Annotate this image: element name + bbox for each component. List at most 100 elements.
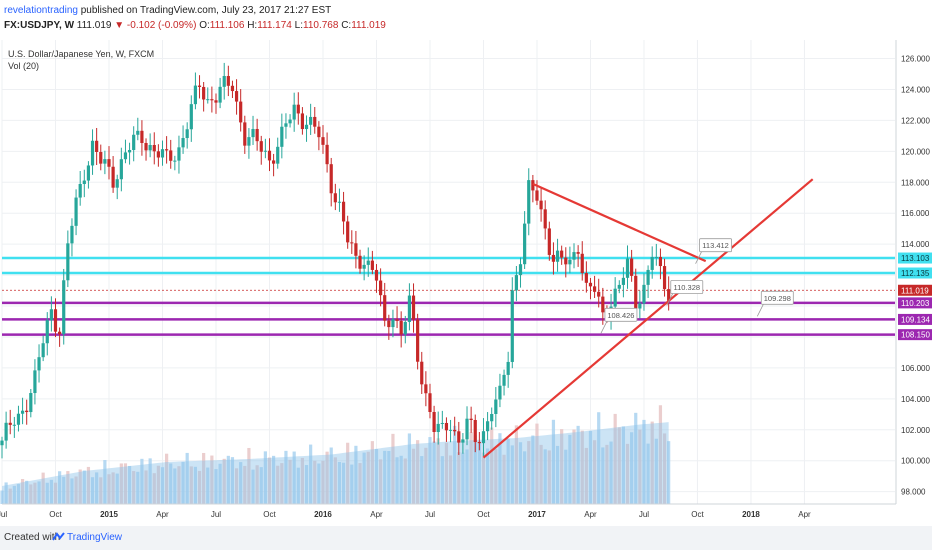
candle-body [193, 85, 198, 105]
candle-body [160, 149, 165, 158]
x-tick-label: Jul [0, 510, 7, 519]
candle-body [358, 255, 362, 269]
y-tick-label: 124.000 [901, 85, 930, 94]
price-chart[interactable]: 108.426 110.328 113.412 109.298 126.000 124.0… [0, 38, 932, 526]
candle-body [580, 253, 584, 274]
candle-body [132, 134, 136, 150]
tradingview-brand-link[interactable]: TradingView [67, 532, 123, 543]
footer: Created with TradingView [0, 526, 932, 550]
volume-bar [210, 455, 214, 504]
volume-bar [634, 412, 638, 504]
candle-body [309, 116, 313, 125]
candle-body [543, 209, 547, 229]
candle-body [185, 129, 189, 139]
candle-body [638, 303, 642, 309]
volume-bar [658, 405, 663, 504]
candle-body [218, 86, 222, 103]
candle-body [230, 85, 235, 92]
candle-body [346, 221, 350, 243]
trendline [532, 182, 707, 263]
candle-body [469, 418, 473, 421]
volume-bar [580, 430, 584, 504]
y-tick-label: 102.000 [901, 426, 930, 435]
volume-bar [226, 455, 230, 504]
volume-bar [453, 425, 457, 504]
volume-bar [243, 465, 247, 504]
callout-box [670, 280, 704, 294]
candle-body [667, 289, 671, 301]
candle-body [189, 104, 193, 130]
volume-bar [160, 467, 165, 504]
candle-body [234, 91, 239, 102]
volume-bar [555, 445, 560, 504]
y-tick-label: 98.000 [901, 488, 926, 497]
candle-body [370, 260, 374, 270]
volume-bar [193, 466, 198, 504]
volume-bar [387, 451, 391, 504]
candle-body [243, 122, 247, 146]
candle-body [259, 141, 263, 152]
volume-bar [280, 463, 284, 504]
volume-bar [140, 458, 144, 504]
candle-body [387, 320, 391, 328]
candle-body [597, 291, 601, 297]
volume-bar [4, 482, 8, 504]
candle-body [448, 429, 453, 431]
volume-bar [173, 468, 177, 504]
candle-body [485, 421, 490, 432]
volume-bar [333, 457, 337, 504]
x-tick-label: 2015 [100, 510, 118, 519]
candle-body [555, 250, 560, 262]
candle-body [506, 361, 510, 375]
candle-body [337, 201, 342, 203]
chart-legend: U.S. Dollar/Japanese Yen, W, FXCM Vol (2… [8, 48, 154, 72]
candle-body [514, 275, 519, 291]
author-link[interactable]: revelationtrading [4, 5, 78, 16]
volume-bar [16, 484, 21, 504]
candle-body [152, 144, 156, 152]
volume-bar [45, 482, 49, 504]
volume-bar [272, 455, 276, 504]
volume-bar [127, 465, 132, 504]
open-value: 111.106 [209, 20, 245, 31]
candle-body [222, 76, 226, 87]
candle-body [37, 357, 41, 371]
price-change: ▼ -0.102 (-0.09%) [114, 20, 197, 31]
x-tick-label: 2017 [528, 510, 546, 519]
volume-bar [490, 427, 494, 504]
candle-body [123, 152, 128, 160]
candle-body [317, 126, 321, 138]
candle-body [82, 180, 86, 184]
candle-body [95, 140, 99, 152]
x-tick-label: Oct [477, 510, 490, 519]
volume-bar [440, 456, 444, 504]
low-value: 110.768 [303, 20, 339, 31]
volume-bar [605, 444, 609, 504]
candle-body [498, 385, 502, 400]
candle-body [383, 295, 387, 321]
volume-bar [560, 429, 564, 504]
volume-bar [317, 463, 321, 504]
candle-body [288, 119, 292, 124]
volume-bar [601, 447, 605, 504]
volume-bar [12, 485, 16, 504]
candle-body [510, 290, 514, 362]
volume-bar [457, 452, 461, 504]
volume-bar [304, 465, 309, 504]
last-price: 111.019 [76, 20, 112, 31]
volume-bar [592, 440, 597, 504]
candle-body [601, 296, 605, 313]
candle-body [592, 286, 597, 292]
callout-label: 108.426 [607, 311, 634, 320]
volume-bar [481, 452, 486, 504]
volume-bar [156, 465, 160, 504]
volume-bar [103, 460, 107, 504]
volume-bar [617, 427, 621, 504]
volume-bar [597, 412, 601, 504]
candle-body [173, 160, 177, 162]
volume-bar [29, 484, 33, 504]
volume-bar [498, 433, 502, 504]
volume-bar [564, 449, 568, 504]
y-tick-label: 118.000 [901, 178, 930, 187]
callout-label: 110.328 [673, 283, 700, 292]
